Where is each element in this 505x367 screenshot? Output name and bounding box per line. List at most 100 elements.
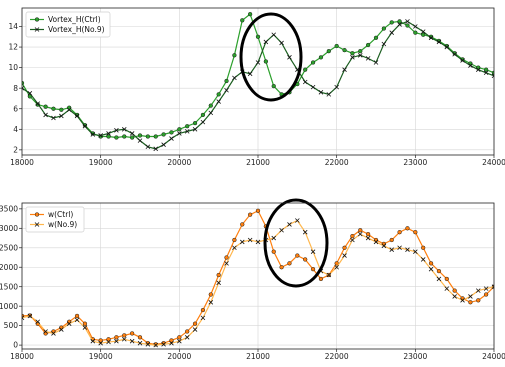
- data-point: [357, 53, 363, 58]
- data-point: [247, 71, 253, 77]
- data-point: [342, 67, 347, 72]
- data-point: [200, 315, 206, 321]
- data-point: [59, 107, 64, 112]
- x-tick-label: 22000: [325, 158, 349, 167]
- data-point: [334, 84, 339, 90]
- data-point: [247, 237, 253, 243]
- y-tick-label: 2: [13, 145, 18, 154]
- data-point: [232, 75, 237, 81]
- data-point: [475, 67, 481, 72]
- plot-area: [22, 12, 494, 152]
- data-point: [287, 222, 292, 227]
- legend-label: Vortex_H(No.9): [48, 25, 105, 34]
- x-tick-label: 18000: [10, 352, 34, 361]
- x-tick-label: 24000: [482, 352, 505, 361]
- data-point: [35, 101, 41, 106]
- data-point: [428, 261, 434, 266]
- data-point: [389, 247, 395, 253]
- data-point: [263, 59, 269, 64]
- data-point: [224, 255, 229, 260]
- data-point: [137, 335, 143, 340]
- chart-panel-1: 18000 19000 20000 21000 22000 23000 24000 2 4 6 8 1…: [8, 7, 505, 167]
- data-point: [22, 315, 25, 321]
- data-point: [452, 51, 457, 57]
- data-point: [98, 133, 103, 138]
- data-point: [342, 253, 347, 258]
- plot-area: [22, 208, 494, 348]
- data-point: [279, 227, 284, 233]
- y-tick-label: 500: [4, 321, 19, 330]
- data-point: [302, 229, 308, 235]
- data-point: [350, 237, 355, 243]
- data-point: [287, 55, 292, 60]
- data-point: [153, 134, 158, 139]
- data-point: [66, 321, 72, 326]
- data-point: [397, 19, 402, 24]
- data-point: [185, 329, 190, 334]
- data-point: [350, 51, 355, 56]
- data-point: [74, 313, 80, 319]
- data-point: [145, 342, 151, 347]
- x-tick-label: 19000: [89, 158, 113, 167]
- data-point: [413, 30, 418, 35]
- data-point: [326, 49, 331, 54]
- legend-marker: [34, 27, 40, 32]
- data-point: [460, 58, 465, 63]
- data-point: [436, 39, 442, 45]
- data-point: [177, 338, 182, 344]
- data-point: [145, 144, 151, 150]
- data-point: [122, 134, 127, 139]
- data-point: [397, 245, 402, 251]
- data-point: [373, 60, 379, 65]
- data-point: [200, 307, 206, 313]
- data-point: [74, 317, 80, 323]
- data-point: [184, 335, 190, 340]
- data-point: [255, 239, 261, 245]
- data-point: [468, 294, 473, 299]
- data-point: [421, 245, 426, 250]
- data-point: [192, 120, 198, 126]
- data-point: [468, 63, 473, 68]
- data-point: [279, 40, 284, 46]
- data-point: [43, 329, 48, 334]
- data-point: [192, 321, 198, 326]
- data-point: [279, 265, 284, 270]
- data-point: [240, 18, 245, 23]
- data-point: [200, 112, 206, 118]
- data-point: [389, 30, 395, 35]
- data-point: [381, 41, 387, 47]
- data-point: [129, 135, 135, 140]
- data-point: [271, 249, 276, 254]
- data-point: [271, 83, 276, 89]
- data-point: [137, 138, 143, 143]
- data-point: [27, 313, 33, 319]
- data-point: [22, 85, 25, 91]
- data-point: [483, 67, 489, 72]
- data-point: [287, 261, 292, 266]
- data-point: [452, 288, 457, 293]
- data-point: [318, 90, 324, 95]
- data-point: [365, 42, 371, 48]
- data-point: [114, 135, 119, 140]
- data-point: [240, 222, 245, 227]
- data-point: [98, 338, 103, 343]
- data-point: [122, 333, 127, 338]
- x-tick-label: 20000: [167, 352, 191, 361]
- y-tick-label: 3500: [0, 204, 18, 213]
- data-point: [326, 92, 332, 97]
- data-point: [153, 146, 159, 152]
- data-point: [334, 261, 339, 266]
- data-point: [208, 292, 213, 297]
- data-point: [381, 26, 387, 31]
- data-point: [444, 276, 449, 282]
- data-point: [169, 136, 174, 141]
- data-point: [405, 23, 410, 28]
- data-point: [169, 340, 174, 346]
- data-point: [413, 24, 418, 29]
- chart-panel-2: 18000 19000 20000 21000 22000 23000 24000 0 500 1…: [0, 198, 505, 361]
- data-point: [389, 237, 394, 243]
- plot-frame: [21, 7, 495, 156]
- data-point: [90, 132, 96, 137]
- data-point: [161, 142, 166, 148]
- data-point: [224, 261, 229, 266]
